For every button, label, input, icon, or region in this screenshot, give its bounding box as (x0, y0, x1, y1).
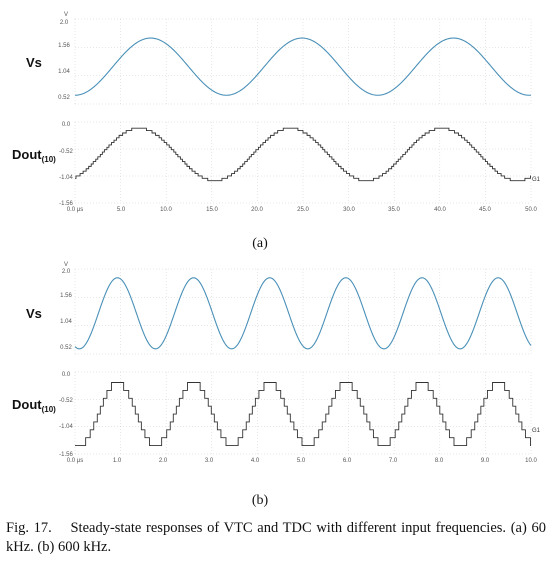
chart-a-vs-grid (74, 18, 532, 105)
chart-a-dout-series-line (75, 127, 531, 182)
chart-a-dout-grid (74, 121, 532, 204)
chart-a: V 2.0 1.56 1.04 0.52 0.0 -0.52 -1.04 -1.… (12, 12, 541, 251)
chart-a-x-tick: 15.0 (206, 207, 218, 213)
chart-a-dout-label: Dout(10) (12, 147, 56, 164)
chart-b-dout-series-line (75, 382, 531, 447)
chart-b-dout-tick: -1.04 (59, 424, 73, 430)
chart-b-dout-tick: -0.52 (59, 398, 73, 404)
chart-a-vs-tick: 1.56 (58, 43, 70, 49)
chart-a-dout-tick: -1.04 (59, 175, 73, 181)
chart-a-x-tick: 25.0 (297, 207, 309, 213)
chart-b-vs-unit: V (64, 262, 68, 268)
chart-a-vs-series-line (74, 37, 532, 96)
chart-b-vs-tick: 1.56 (60, 293, 72, 299)
chart-b-vs-label: Vs (26, 306, 42, 321)
chart-a-dout-tick: -0.52 (59, 149, 73, 155)
chart-b-x-tick: 4.0 (251, 458, 260, 464)
chart-b-x-tick: 9.0 (481, 458, 490, 464)
chart-a-vs-label: Vs (26, 55, 42, 70)
chart-b-panel-label: (b) (252, 493, 269, 508)
chart-b-x-tick: 0.0 μs (67, 458, 83, 464)
chart-b-vs-grid (74, 268, 532, 355)
chart-b-x-tick: 5.0 (297, 458, 306, 464)
chart-a-x-tick: 20.0 (251, 207, 263, 213)
chart-a-x-tick: 40.0 (434, 207, 446, 213)
chart-b-vs-tick: 2.0 (62, 269, 71, 275)
figure-caption: Fig. 17. Steady-state responses of VTC a… (6, 520, 546, 555)
chart-a-vs-tick: 1.04 (58, 69, 70, 75)
chart-a-g1-marker: G1 (532, 177, 541, 183)
chart-a-x-tick: 50.0 (525, 207, 537, 213)
chart-a-panel-label: (a) (252, 236, 268, 251)
chart-b-x-tick: 3.0 (205, 458, 214, 464)
chart-b-x-tick: 6.0 (343, 458, 352, 464)
chart-a-x-tick: 30.0 (343, 207, 355, 213)
chart-b-dout-label: Dout(10) (12, 397, 56, 414)
chart-a-x-tick: 35.0 (388, 207, 400, 213)
chart-a-dout-tick: -1.56 (59, 201, 73, 207)
chart-a-x-tick: 5.0 (117, 207, 126, 213)
chart-a-x-tick: 0.0 μs (67, 207, 83, 213)
chart-b-x-axis: 0.0 μs 1.0 2.0 3.0 4.0 5.0 6.0 7.0 8.0 9… (67, 458, 538, 464)
chart-a-x-tick: 45.0 (479, 207, 491, 213)
chart-a-dout-tick: 0.0 (62, 122, 71, 128)
chart-a-x-axis: 0.0 μs 5.0 10.0 15.0 20.0 25.0 30.0 35.0… (67, 207, 538, 213)
chart-b-dout-tick: 0.0 (62, 372, 71, 378)
chart-a-vs-tick: 2.0 (60, 20, 69, 26)
chart-a-x-tick: 10.0 (160, 207, 172, 213)
chart-a-vs-unit: V (64, 12, 68, 18)
chart-b-g1-marker: G1 (532, 428, 541, 434)
chart-b-x-tick: 8.0 (435, 458, 444, 464)
chart-b-x-tick: 10.0 (525, 458, 537, 464)
chart-a-vs-tick: 0.52 (58, 95, 70, 101)
figure-canvas: V 2.0 1.56 1.04 0.52 0.0 -0.52 -1.04 -1.… (12, 12, 541, 508)
chart-b-x-tick: 2.0 (159, 458, 168, 464)
chart-b-x-tick: 1.0 (113, 458, 122, 464)
chart-b-vs-tick: 1.04 (60, 319, 72, 325)
chart-b-x-tick: 7.0 (389, 458, 398, 464)
chart-b-vs-series-line (74, 277, 532, 350)
chart-b-vs-tick: 0.52 (60, 345, 72, 351)
chart-b: V 2.0 1.56 1.04 0.52 0.0 -0.52 -1.04 -1.… (12, 262, 541, 508)
chart-b-dout-grid (74, 371, 532, 455)
chart-b-dout-tick: -1.56 (59, 452, 73, 458)
